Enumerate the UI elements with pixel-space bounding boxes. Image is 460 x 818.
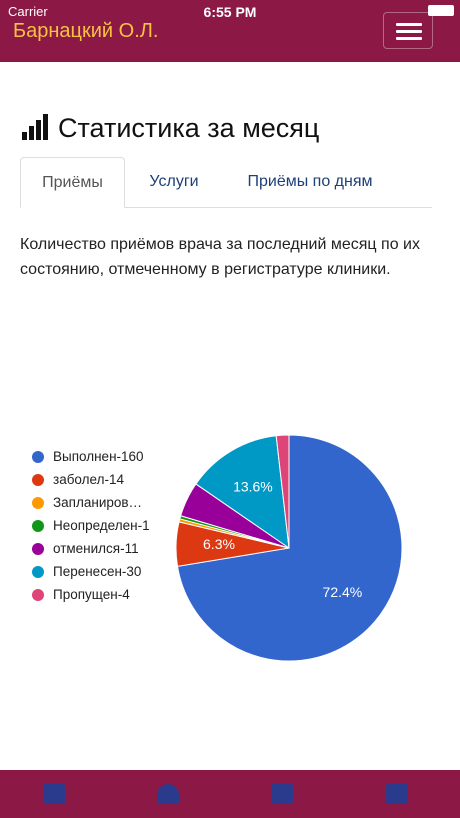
carrier: Carrier (8, 4, 48, 19)
tab-bar: Приёмы Услуги Приёмы по дням (20, 157, 432, 208)
legend-item: Выполнен-160 (32, 447, 153, 467)
pie-slice (178, 518, 290, 549)
pie-slice (275, 434, 290, 549)
app-header: Carrier 6:55 PM Барнацкий О.Л. (0, 0, 460, 62)
legend-label: Выполнен-160 (53, 449, 144, 464)
legend-swatch (32, 520, 44, 532)
tab[interactable]: Услуги (149, 173, 199, 190)
legend-item: Перенесен-30 (32, 562, 153, 582)
legend-label: Запланиров… (53, 495, 143, 510)
legend-item: Пропущен-4 (32, 585, 153, 605)
bottom-nav (0, 770, 460, 818)
nav-profile[interactable] (157, 784, 179, 804)
battery (428, 5, 454, 16)
legend-label: Пропущен-4 (53, 587, 130, 602)
description: Количество приёмов врача за последний ме… (20, 236, 420, 278)
app-title: Барнацкий О.Л. (13, 20, 159, 42)
legend-item: заболел-14 (32, 470, 153, 490)
page-title: Статистика за месяц (58, 113, 320, 143)
pie-slice (180, 483, 290, 549)
legend-label: Неопределен-1 (53, 518, 150, 533)
clock: 6:55 PM (203, 4, 257, 20)
stats-icon (22, 114, 48, 140)
legend-label: заболел-14 (53, 472, 124, 487)
legend-swatch (32, 589, 44, 601)
legend-label: отменился-11 (53, 541, 139, 556)
legend-swatch (32, 474, 44, 486)
legend-swatch (32, 451, 44, 463)
slice-label: 6.3% (203, 536, 235, 552)
legend: Выполнен-160 заболел-14 Запланиров… Неопред… (32, 447, 172, 608)
legend-item: Неопределен-1 (32, 516, 153, 536)
legend-swatch (32, 566, 44, 578)
nav-list[interactable] (386, 784, 408, 804)
slice-label: 13.6% (233, 479, 273, 495)
tab[interactable]: Приёмы (20, 157, 125, 208)
pie-slice (195, 435, 290, 550)
legend-item: отменился-11 (32, 539, 153, 559)
pie-slice (175, 521, 290, 567)
legend-swatch (32, 497, 44, 509)
slice-label: 72.4% (323, 584, 363, 600)
legend-swatch (32, 543, 44, 555)
nav-calendar[interactable] (271, 784, 293, 804)
tab[interactable]: Приёмы по дням (247, 173, 373, 190)
legend-item: Запланиров… (32, 493, 153, 513)
pie-slice (179, 515, 290, 549)
legend-label: Перенесен-30 (53, 564, 142, 579)
menu-button[interactable] (383, 12, 433, 49)
nav-journal[interactable] (43, 784, 65, 804)
pie-slice (176, 434, 403, 662)
